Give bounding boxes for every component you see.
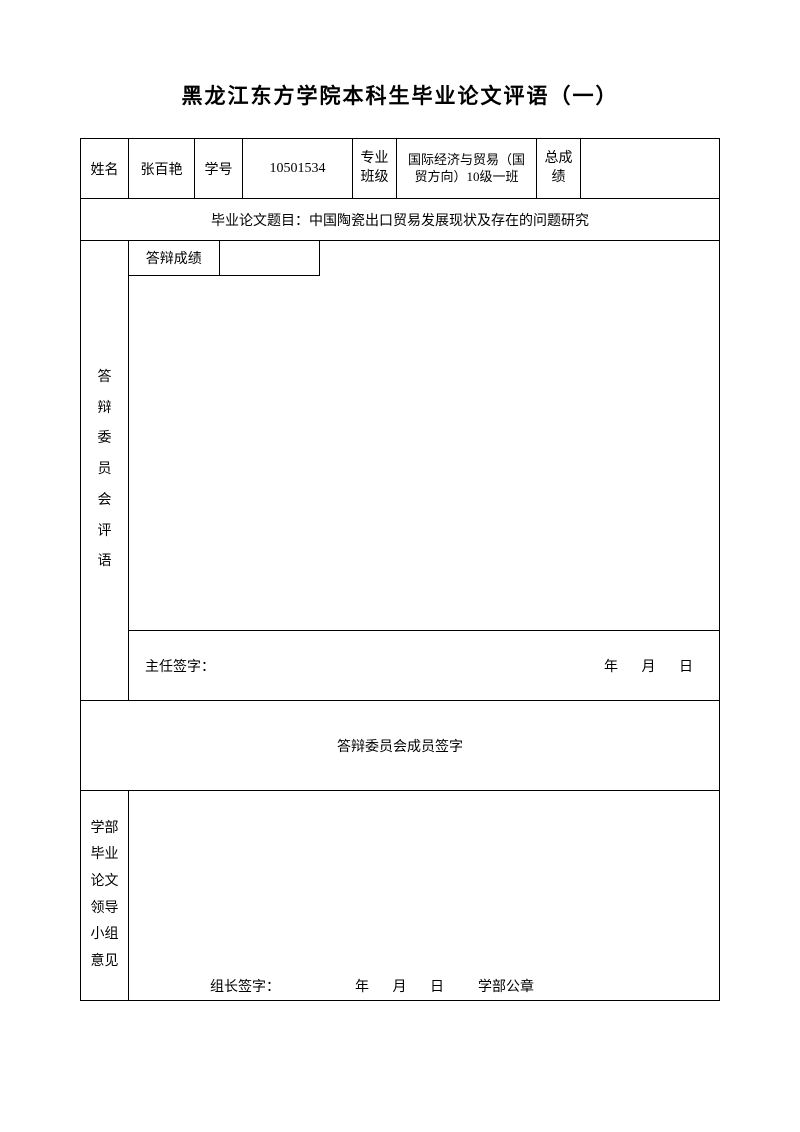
chair-sig-cell: 主任签字： 年 月 日 — [129, 631, 720, 701]
page-title: 黑龙江东方学院本科生毕业论文评语（一） — [80, 80, 720, 110]
chair-sig-row: 主任签字： 年 月 日 — [81, 631, 720, 701]
defense-score-spacer — [319, 241, 719, 275]
members-sig-label: 答辩委员会成员签字 — [337, 740, 463, 755]
thesis-label: 毕业论文题目： — [211, 214, 309, 229]
group-row: 学部 毕业 论文 领导 小组 意见 组长签字： 年 月 日 学部公章 — [81, 791, 720, 1001]
total-value — [581, 139, 720, 199]
defense-score-label: 答辩成绩 — [129, 241, 219, 275]
chair-sig-date: 年 月 日 — [594, 656, 703, 676]
id-value: 10501534 — [243, 139, 353, 199]
members-sig-row: 答辩委员会成员签字 — [81, 701, 720, 791]
dept-seal: 学部公章 — [478, 976, 534, 996]
thesis-cell: 毕业论文题目：中国陶瓷出口贸易发展现状及存在的问题研究 — [81, 199, 720, 241]
committee-body: 答辩成绩 — [129, 241, 720, 631]
name-value: 张百艳 — [129, 139, 195, 199]
evaluation-form: 姓名 张百艳 学号 10501534 专业班级 国际经济与贸易（国贸方向）10级… — [80, 138, 720, 1001]
group-body: 组长签字： 年 月 日 学部公章 — [129, 791, 720, 1001]
student-info-row: 姓名 张百艳 学号 10501534 专业班级 国际经济与贸易（国贸方向）10级… — [81, 139, 720, 199]
id-label: 学号 — [195, 139, 243, 199]
members-sig-cell: 答辩委员会成员签字 — [81, 701, 720, 791]
committee-row: 答 辩 委 员 会 评 语 答辩成绩 — [81, 241, 720, 631]
leader-sig-date: 年 月 日 — [345, 976, 454, 996]
leader-sig-label: 组长签字： — [145, 976, 345, 996]
class-value: 国际经济与贸易（国贸方向）10级一班 — [397, 139, 537, 199]
defense-inner-table: 答辩成绩 — [129, 241, 719, 276]
group-heading: 学部 毕业 论文 领导 小组 意见 — [81, 791, 129, 1001]
committee-heading: 答 辩 委 员 会 评 语 — [81, 241, 129, 701]
total-label: 总成绩 — [537, 139, 581, 199]
defense-score-value — [219, 241, 319, 275]
thesis-row: 毕业论文题目：中国陶瓷出口贸易发展现状及存在的问题研究 — [81, 199, 720, 241]
thesis-title: 中国陶瓷出口贸易发展现状及存在的问题研究 — [309, 214, 589, 229]
name-label: 姓名 — [81, 139, 129, 199]
class-label: 专业班级 — [353, 139, 397, 199]
chair-sig-label: 主任签字： — [145, 656, 215, 676]
